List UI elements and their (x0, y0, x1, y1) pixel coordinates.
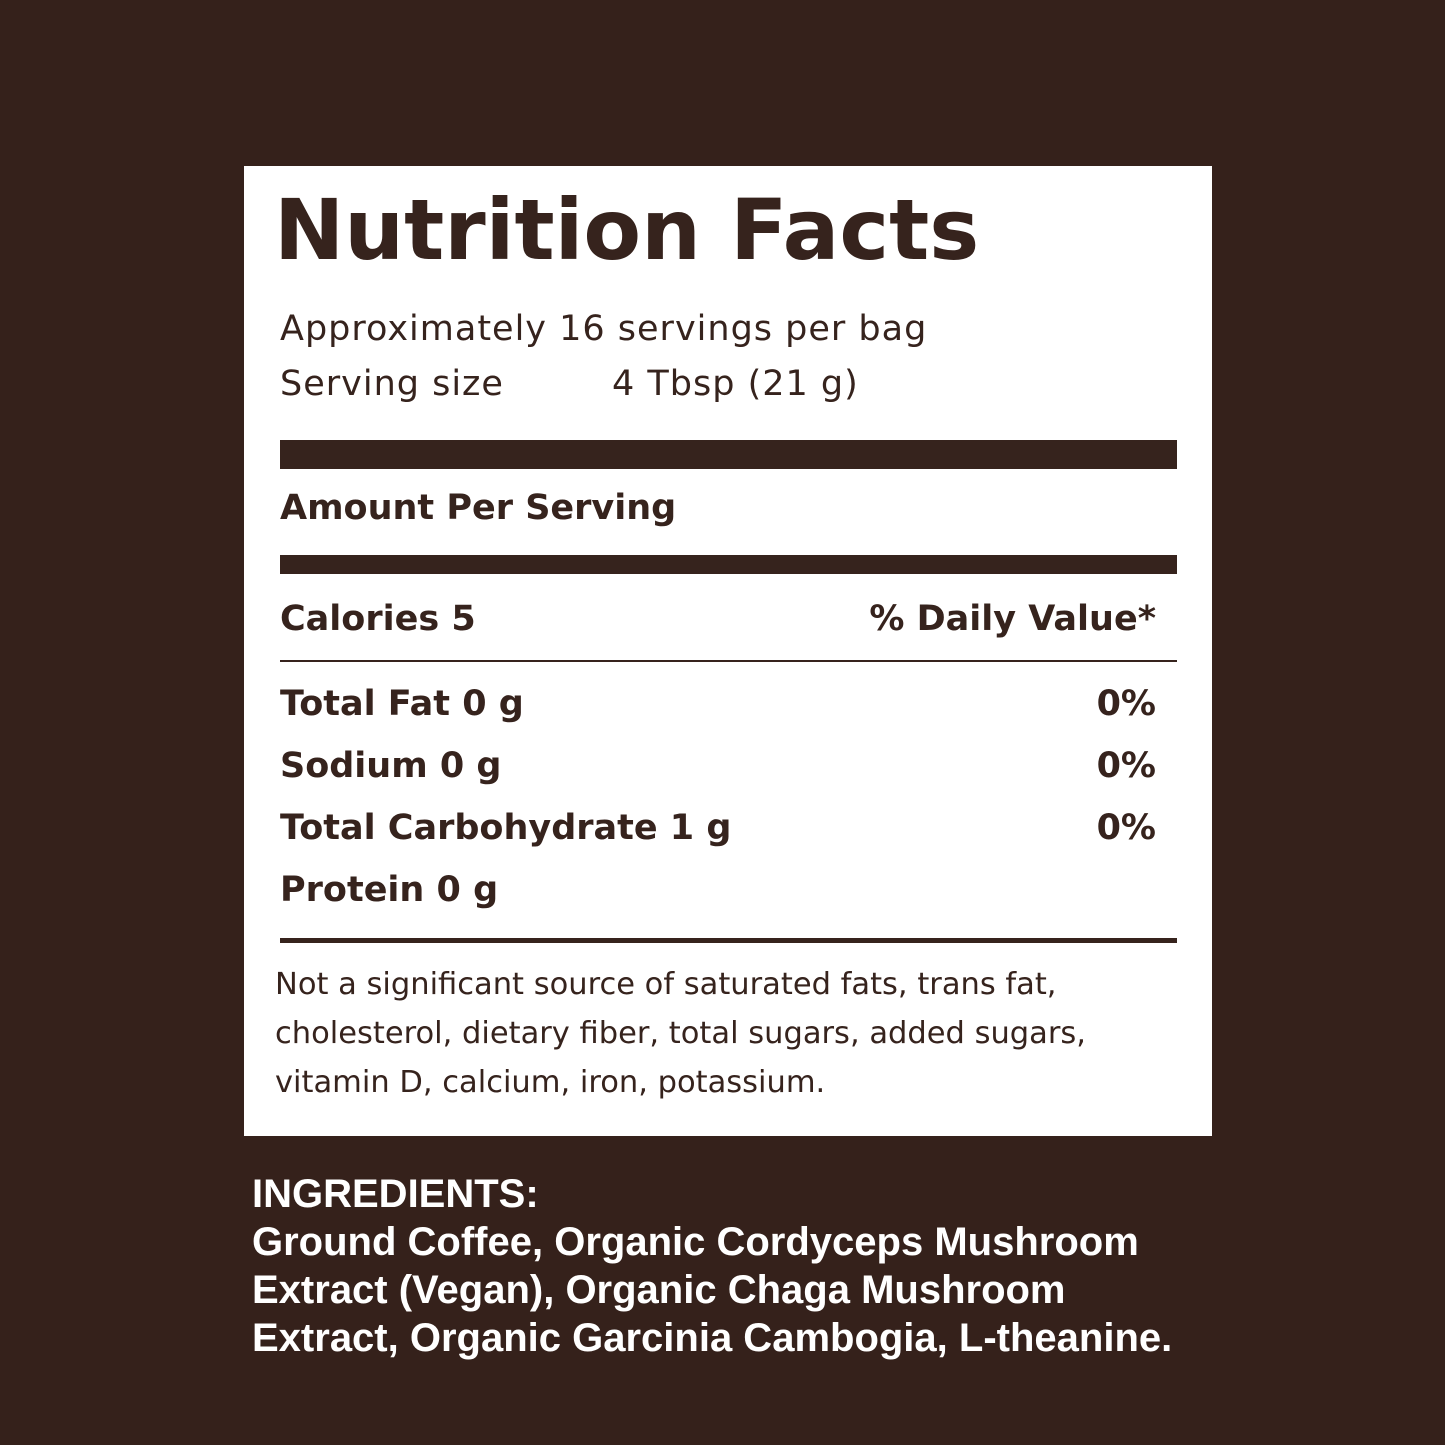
nutrition-facts-panel: Nutrition Facts Approximately 16 serving… (244, 166, 1212, 1136)
amount-per-serving: Amount Per Serving (280, 488, 677, 528)
ingredients-line: Extract, Organic Garcinia Cambogia, L-th… (252, 1316, 1173, 1360)
calories: Calories 5 (280, 599, 476, 639)
servings-per-container: Approximately 16 servings per bag (280, 309, 928, 349)
nutrient-dv: 0% (1096, 746, 1156, 786)
serving-size-label: Serving size (280, 364, 504, 404)
daily-value-header: % Daily Value* (869, 599, 1156, 639)
ingredients-section: INGREDIENTS: Ground Coffee, Organic Cord… (252, 1170, 1172, 1362)
label-title: Nutrition Facts (274, 181, 980, 279)
nutrient-name: Protein 0 g (280, 870, 499, 910)
serving-size-value: 4 Tbsp (21 g) (612, 364, 859, 404)
nutrient-dv: 0% (1096, 808, 1156, 848)
ingredients-heading: INGREDIENTS: (252, 1172, 539, 1216)
ingredients-line: Ground Coffee, Organic Cordyceps Mushroo… (252, 1220, 1139, 1264)
footnote: Not a significant source of saturated fa… (275, 967, 1086, 1100)
nutrient-name: Sodium 0 g (280, 746, 502, 786)
nutrient-dv: 0% (1096, 684, 1156, 724)
nutrient-name: Total Fat 0 g (280, 684, 524, 724)
thin-divider (280, 660, 1177, 662)
nutrient-name: Total Carbohydrate 1 g (280, 808, 732, 848)
ingredients-line: Extract (Vegan), Organic Chaga Mushroom (252, 1268, 1066, 1312)
medium-divider (280, 938, 1177, 943)
thick-divider (280, 440, 1177, 469)
thick-divider (280, 555, 1177, 574)
